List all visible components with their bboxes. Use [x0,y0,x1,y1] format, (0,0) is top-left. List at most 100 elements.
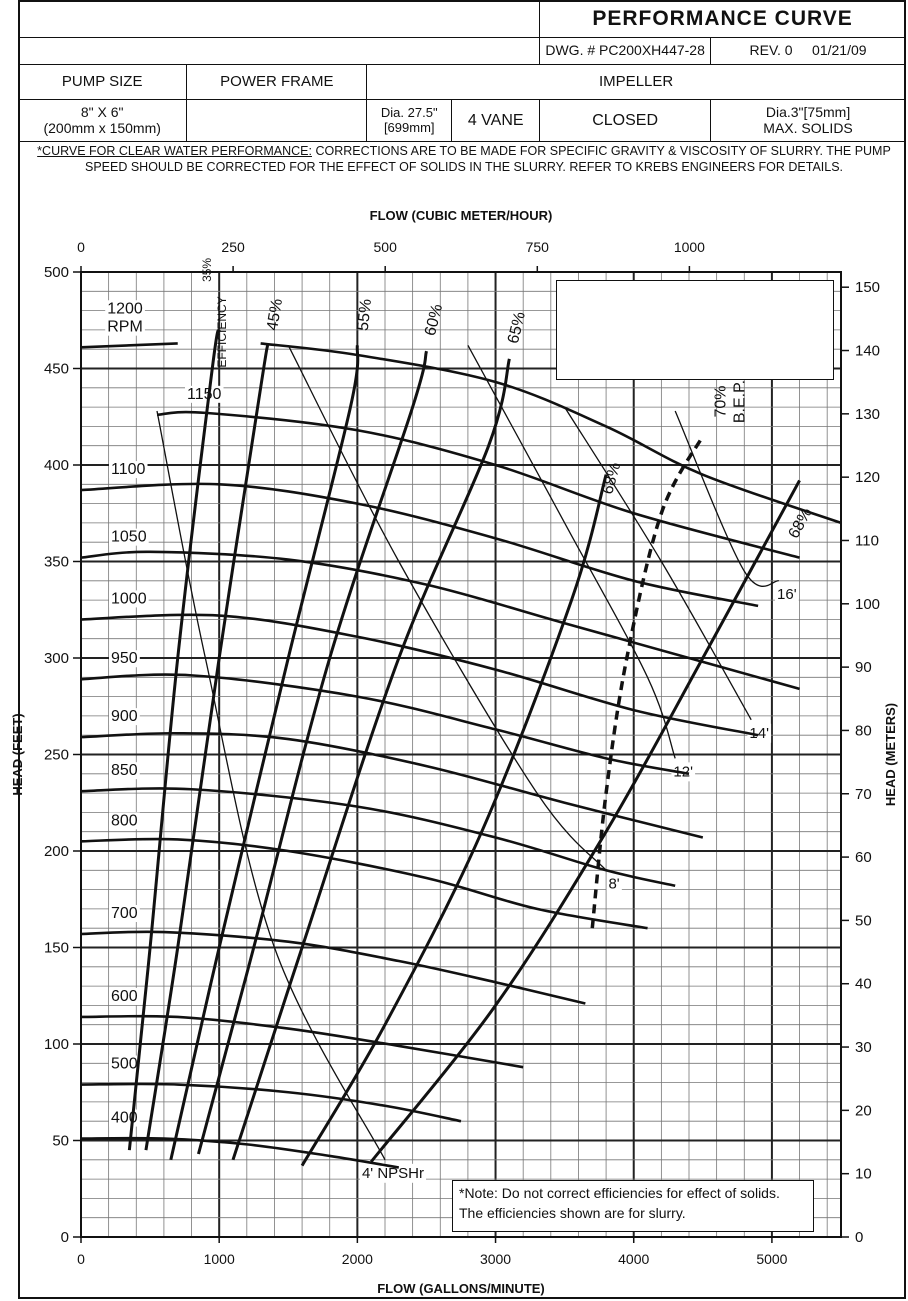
clear-water-note: *CURVE FOR CLEAR WATER PERFORMANCE: CORR… [22,144,906,175]
speed-label: 1150 [187,386,222,403]
solids-line2: MAX. SOLIDS [763,119,853,136]
npshr-label: 14' [749,725,769,742]
efficiency-curve [127,329,221,1151]
speed-label-bg [185,385,224,403]
sheet-title: PERFORMANCE CURVE [539,0,906,38]
speed-label: 900 [111,708,138,725]
speed-curve [80,342,178,349]
speed-curve [80,930,586,1005]
speed-label-bg [109,528,149,546]
y2-tick-label: 90 [855,659,872,676]
y2-tick-label: 150 [855,279,880,296]
pump-size-line1: 8" X 6" [80,104,124,121]
x-axis-title: FLOW (GALLONS/MINUTE) [377,1281,545,1296]
y2-tick-label: 10 [855,1166,872,1183]
y-tick-label: 500 [44,264,69,281]
y2-tick-label: 140 [855,343,880,360]
efficiency-curve [300,474,608,1167]
impeller-vanes: 4 VANE [451,99,541,142]
npshr-curve [287,345,607,871]
solids-line1: Dia.3"[75mm] [765,104,851,121]
max-solids: Dia.3"[75mm] MAX. SOLIDS [710,99,906,142]
y-tick-label: 100 [44,1036,69,1053]
speed-curve [80,1136,400,1169]
speed-curve [80,482,759,608]
bep-curve [590,435,705,929]
speed-label-bg [109,461,148,479]
y2-tick-label: 40 [855,976,872,993]
x-tick-label: 3000 [480,1251,511,1267]
x-tick-label: 1000 [204,1251,235,1267]
y2-tick-label: 110 [855,532,879,549]
efficiency-label: 55% [355,298,375,332]
speed-curve [80,1014,524,1069]
y-axis-title: HEAD (FEET) [10,713,25,795]
npshr-label-bg [606,874,622,894]
efficiency-curve [144,345,270,1151]
speed-label-bg [109,1055,140,1073]
speed-label-bg [109,812,140,830]
x2-tick-label: 250 [221,239,245,255]
npshr-label: 8' [608,875,619,892]
y-tick-label: 50 [52,1133,69,1150]
y2-tick-label: 130 [855,406,880,423]
npshr-curve [564,406,752,721]
y-tick-label: 300 [44,650,69,667]
npshr-label: 16' [777,586,797,603]
diameter-line1: Dia. 27.5" [380,105,438,121]
impeller-diameter: Dia. 27.5" [699mm] [366,99,453,142]
speed-curve [80,673,690,776]
speed-curve [80,1082,462,1123]
power-frame-value [186,99,368,142]
y2-axis-title: HEAD (METERS) [883,703,898,806]
npshr-label-bg [359,1163,427,1183]
y2-tick-label: 120 [855,469,880,486]
efficiency-curve [197,350,428,1155]
pump-size-line2: (200mm x 150mm) [43,119,161,136]
power-frame-label: POWER FRAME [186,64,368,100]
y-tick-label: 150 [44,940,69,957]
diameter-line2: [699mm] [383,119,435,135]
npshr-label-bg [747,723,772,743]
efficiency-label: 45% [264,297,286,331]
y-tick-label: 450 [44,361,69,378]
speed-label-bg [109,590,149,608]
speed-label: 950 [111,650,138,667]
efficiency-curve [231,358,511,1161]
efficiency-label: 65% [505,310,529,345]
x-tick-label: 4000 [618,1251,649,1267]
y-tick-label: 400 [44,457,69,474]
y2-tick-label: 50 [855,912,872,929]
revision-date: 01/21/09 [812,42,867,59]
y-tick-label: 250 [44,747,69,764]
speed-label-bg [109,762,140,780]
x2-tick-label: 0 [77,239,85,255]
blank-legend-box [556,280,834,380]
npshr-curve [674,410,779,587]
speed-label: 850 [111,762,138,779]
speed-curve [80,731,704,839]
y2-tick-label: 20 [855,1102,872,1119]
y2-tick-label: 70 [855,786,872,803]
title-block: PERFORMANCE CURVE DWG. # PC200XH447-28 R… [18,0,906,142]
efficiency-label: 60% [422,302,446,337]
bep-label: 70% B.E.P. [713,380,749,423]
clear-water-note-text: CORRECTIONS ARE TO BE MADE FOR SPECIFIC … [84,144,891,174]
speed-label: 600 [111,988,138,1005]
y2-tick-label: 60 [855,849,872,866]
y2-tick-label: 80 [855,722,872,739]
x-tick-label: 2000 [342,1251,373,1267]
speed-label: 1050 [111,529,147,546]
speed-curve [80,837,648,930]
y2-tick-label: 30 [855,1039,872,1056]
npshr-curve [467,345,676,759]
y-tick-label: 350 [44,554,69,571]
y2-tick-label: 0 [855,1229,863,1246]
efficiency-note: *Note: Do not correct efficiencies for e… [452,1180,814,1232]
speed-label-bg [109,987,140,1005]
x-tick-label: 5000 [756,1251,787,1267]
npshr-label-bg [775,584,799,604]
clear-water-note-heading: *CURVE FOR CLEAR WATER PERFORMANCE: [37,144,312,158]
x2-tick-label: 750 [526,239,550,255]
